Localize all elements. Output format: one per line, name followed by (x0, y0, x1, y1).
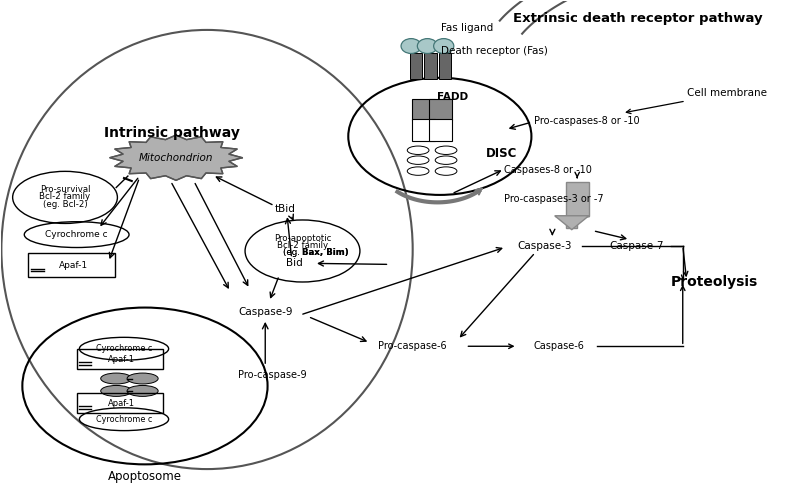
FancyBboxPatch shape (429, 99, 452, 120)
Text: DISC: DISC (486, 147, 518, 160)
Polygon shape (554, 216, 589, 230)
Text: Cell membrane: Cell membrane (626, 88, 767, 114)
Text: Bax, Bim): Bax, Bim) (302, 249, 349, 257)
Text: Caspase-7: Caspase-7 (609, 241, 664, 250)
FancyBboxPatch shape (412, 99, 435, 120)
Ellipse shape (435, 146, 457, 155)
Text: Caspase-6: Caspase-6 (533, 341, 584, 351)
PathPatch shape (109, 135, 242, 180)
Text: Fas ligand: Fas ligand (442, 22, 494, 33)
Text: Pro-survival: Pro-survival (40, 186, 90, 195)
Text: Caspase-9: Caspase-9 (238, 306, 293, 316)
Text: Cyrochrome c: Cyrochrome c (45, 230, 108, 239)
Ellipse shape (417, 38, 438, 53)
Text: (eg.: (eg. (289, 249, 308, 257)
Text: Apoptosome: Apoptosome (108, 470, 182, 483)
Text: ): ) (301, 256, 304, 265)
FancyBboxPatch shape (565, 182, 589, 216)
Ellipse shape (435, 156, 457, 164)
Ellipse shape (101, 373, 132, 384)
Polygon shape (554, 216, 589, 228)
Ellipse shape (435, 167, 457, 175)
Text: Apaf-1: Apaf-1 (59, 261, 88, 270)
Text: (eg. Bcl-2): (eg. Bcl-2) (43, 200, 87, 209)
Text: Bax, Bim): Bax, Bim) (302, 249, 349, 257)
Text: Cyrochrome c: Cyrochrome c (96, 415, 152, 424)
Text: Extrinsic death receptor pathway: Extrinsic death receptor pathway (513, 12, 763, 25)
Text: Bcl-2 family: Bcl-2 family (277, 241, 328, 250)
Ellipse shape (127, 385, 158, 396)
Text: Pro-apoptotic: Pro-apoptotic (274, 234, 331, 243)
Ellipse shape (127, 373, 158, 384)
Text: Apaf-1: Apaf-1 (108, 399, 135, 408)
Ellipse shape (408, 156, 429, 164)
Ellipse shape (408, 146, 429, 155)
Ellipse shape (401, 38, 421, 53)
Text: Apaf-1: Apaf-1 (108, 355, 135, 364)
Text: Pro-caspase-9: Pro-caspase-9 (238, 370, 307, 380)
Text: (eg.: (eg. (283, 249, 302, 257)
Text: Pro-caspases-8 or -10: Pro-caspases-8 or -10 (534, 116, 639, 126)
Text: Mitochondrion: Mitochondrion (139, 153, 213, 163)
Text: Pro-caspase-6: Pro-caspase-6 (378, 341, 447, 351)
Text: tBid: tBid (275, 204, 296, 214)
FancyBboxPatch shape (424, 53, 437, 79)
Ellipse shape (101, 385, 132, 396)
Text: Death receptor (Fas): Death receptor (Fas) (442, 46, 548, 56)
Text: Caspase-3: Caspase-3 (517, 241, 572, 250)
Text: Bid: Bid (286, 258, 303, 268)
Text: Bcl-2 family: Bcl-2 family (40, 193, 90, 202)
Text: Proteolysis: Proteolysis (671, 275, 758, 289)
FancyBboxPatch shape (439, 53, 451, 79)
FancyBboxPatch shape (409, 53, 422, 79)
Text: Caspases-8 or -10: Caspases-8 or -10 (504, 165, 592, 175)
Ellipse shape (434, 38, 454, 53)
Text: Pro-caspases-3 or -7: Pro-caspases-3 or -7 (504, 194, 604, 204)
Text: Intrinsic pathway: Intrinsic pathway (104, 126, 240, 140)
FancyBboxPatch shape (429, 119, 452, 141)
Text: Cyrochrome c: Cyrochrome c (96, 344, 152, 353)
FancyBboxPatch shape (412, 119, 435, 141)
Text: (eg.: (eg. (283, 249, 303, 257)
Text: FADD: FADD (437, 92, 468, 102)
Ellipse shape (408, 167, 429, 175)
